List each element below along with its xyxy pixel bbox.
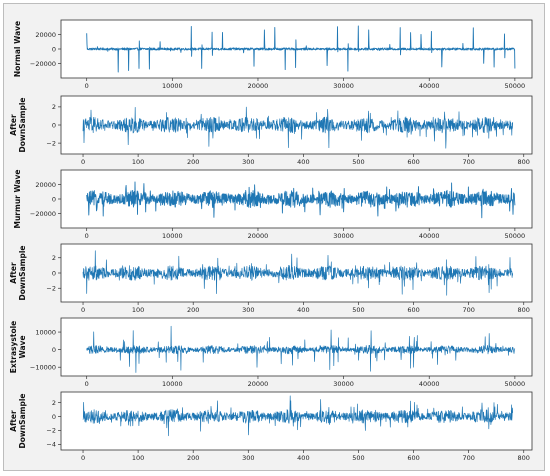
x-tick-label: 40000 [419,232,440,240]
y-tick-label: 0 [52,269,56,277]
y-axis-label: Murmur Wave [13,169,22,228]
x-tick-label: 10000 [162,82,183,90]
x-tick-label: 50000 [505,82,526,90]
x-tick-label: 300 [242,454,254,462]
x-tick-label: 700 [462,158,474,166]
x-tick-label: 500 [352,306,364,314]
x-tick-label: 50000 [505,232,526,240]
x-tick-label: 30000 [333,380,354,388]
y-tick-label: 0 [52,413,56,421]
chart-panel-5: 0 10000 20000 30000 40000 50000 −10000 0 10000 Ex… [9,317,533,388]
y-tick-label: −20000 [30,60,56,68]
chart-panel-4: 0 100 200 300 400 500 600 700 800 −2 0 2 AfterDownSa… [9,243,533,314]
x-tick-label: 30000 [333,232,354,240]
x-tick-label: 20000 [248,232,269,240]
x-tick-label: 400 [297,306,309,314]
y-tick-label: −2 [46,427,56,435]
x-tick-label: 800 [518,158,530,166]
y-axis-label: AfterDownSample [9,98,27,153]
x-tick-label: 20000 [248,82,269,90]
x-tick-label: 0 [85,232,89,240]
y-tick-label: 0 [52,195,56,203]
y-tick-label: −10000 [30,364,56,372]
y-tick-label: 0 [52,346,56,354]
x-tick-label: 500 [352,158,364,166]
x-tick-label: 10000 [162,232,183,240]
y-tick-label: 20000 [35,31,56,39]
x-tick-label: 0 [85,82,89,90]
y-tick-label: 2 [52,254,56,262]
signal-line [86,325,516,373]
x-tick-label: 0 [81,158,85,166]
y-tick-label: 20000 [35,181,56,189]
x-tick-label: 400 [297,158,309,166]
x-tick-label: 0 [85,380,89,388]
y-axis-label: Normal Wave [13,21,22,77]
x-tick-label: 100 [132,158,144,166]
y-tick-label: 0 [52,45,56,53]
x-tick-label: 600 [407,454,419,462]
chart-panel-1: 0 10000 20000 30000 40000 50000 −20000 0 20000 No… [13,19,533,90]
y-axis-label: AfterDownSample [9,246,27,301]
x-tick-label: 20000 [248,380,269,388]
x-tick-label: 100 [132,306,144,314]
x-tick-label: 200 [187,306,199,314]
figure-canvas: 0 10000 20000 30000 40000 50000−20000020000No… [9,19,533,462]
x-tick-label: 30000 [333,82,354,90]
chart-panel-2: 0 100 200 300 400 500 600 700 800 −2 0 2 AfterDownSa… [9,95,533,166]
x-tick-label: 0 [81,454,85,462]
x-tick-label: 100 [132,454,144,462]
x-tick-label: 400 [297,454,309,462]
chart-panel-3: 0 10000 20000 30000 40000 50000 −20000 0 20000 Mu… [13,169,533,240]
y-tick-label: 0 [52,121,56,129]
y-tick-label: −4 [46,441,56,449]
x-tick-label: 10000 [162,380,183,388]
y-tick-label: 2 [52,399,56,407]
x-tick-label: 500 [352,454,364,462]
signal-line [82,106,514,149]
y-tick-label: −20000 [30,210,56,218]
signal-line [86,181,516,219]
signal-line [82,250,514,296]
x-tick-label: 600 [407,158,419,166]
x-tick-label: 300 [242,306,254,314]
x-tick-label: 300 [242,158,254,166]
y-tick-label: −2 [46,139,56,147]
x-tick-label: 50000 [505,380,526,388]
y-axis-label: ExtrasystoleWave [9,321,27,374]
x-tick-label: 700 [462,306,474,314]
chart-panel-6: 0 100 200 300 400 500 600 700 800 −4 −2 0 2 AfterDown… [9,391,533,462]
x-tick-label: 0 [81,306,85,314]
y-tick-label: 2 [52,103,56,111]
signal-line [82,395,514,437]
signal-line [86,25,516,73]
x-tick-label: 40000 [419,82,440,90]
y-tick-label: 10000 [35,328,56,336]
y-axis-label: AfterDownSample [9,394,27,449]
x-tick-label: 700 [462,454,474,462]
x-tick-label: 200 [187,158,199,166]
x-tick-label: 40000 [419,380,440,388]
figure-frame: 0 10000 20000 30000 40000 50000 −20000 0 20000 No… [3,3,545,471]
x-tick-label: 200 [187,454,199,462]
x-tick-label: 600 [407,306,419,314]
y-tick-label: −2 [46,285,56,293]
x-tick-label: 800 [518,306,530,314]
x-tick-label: 800 [518,454,530,462]
